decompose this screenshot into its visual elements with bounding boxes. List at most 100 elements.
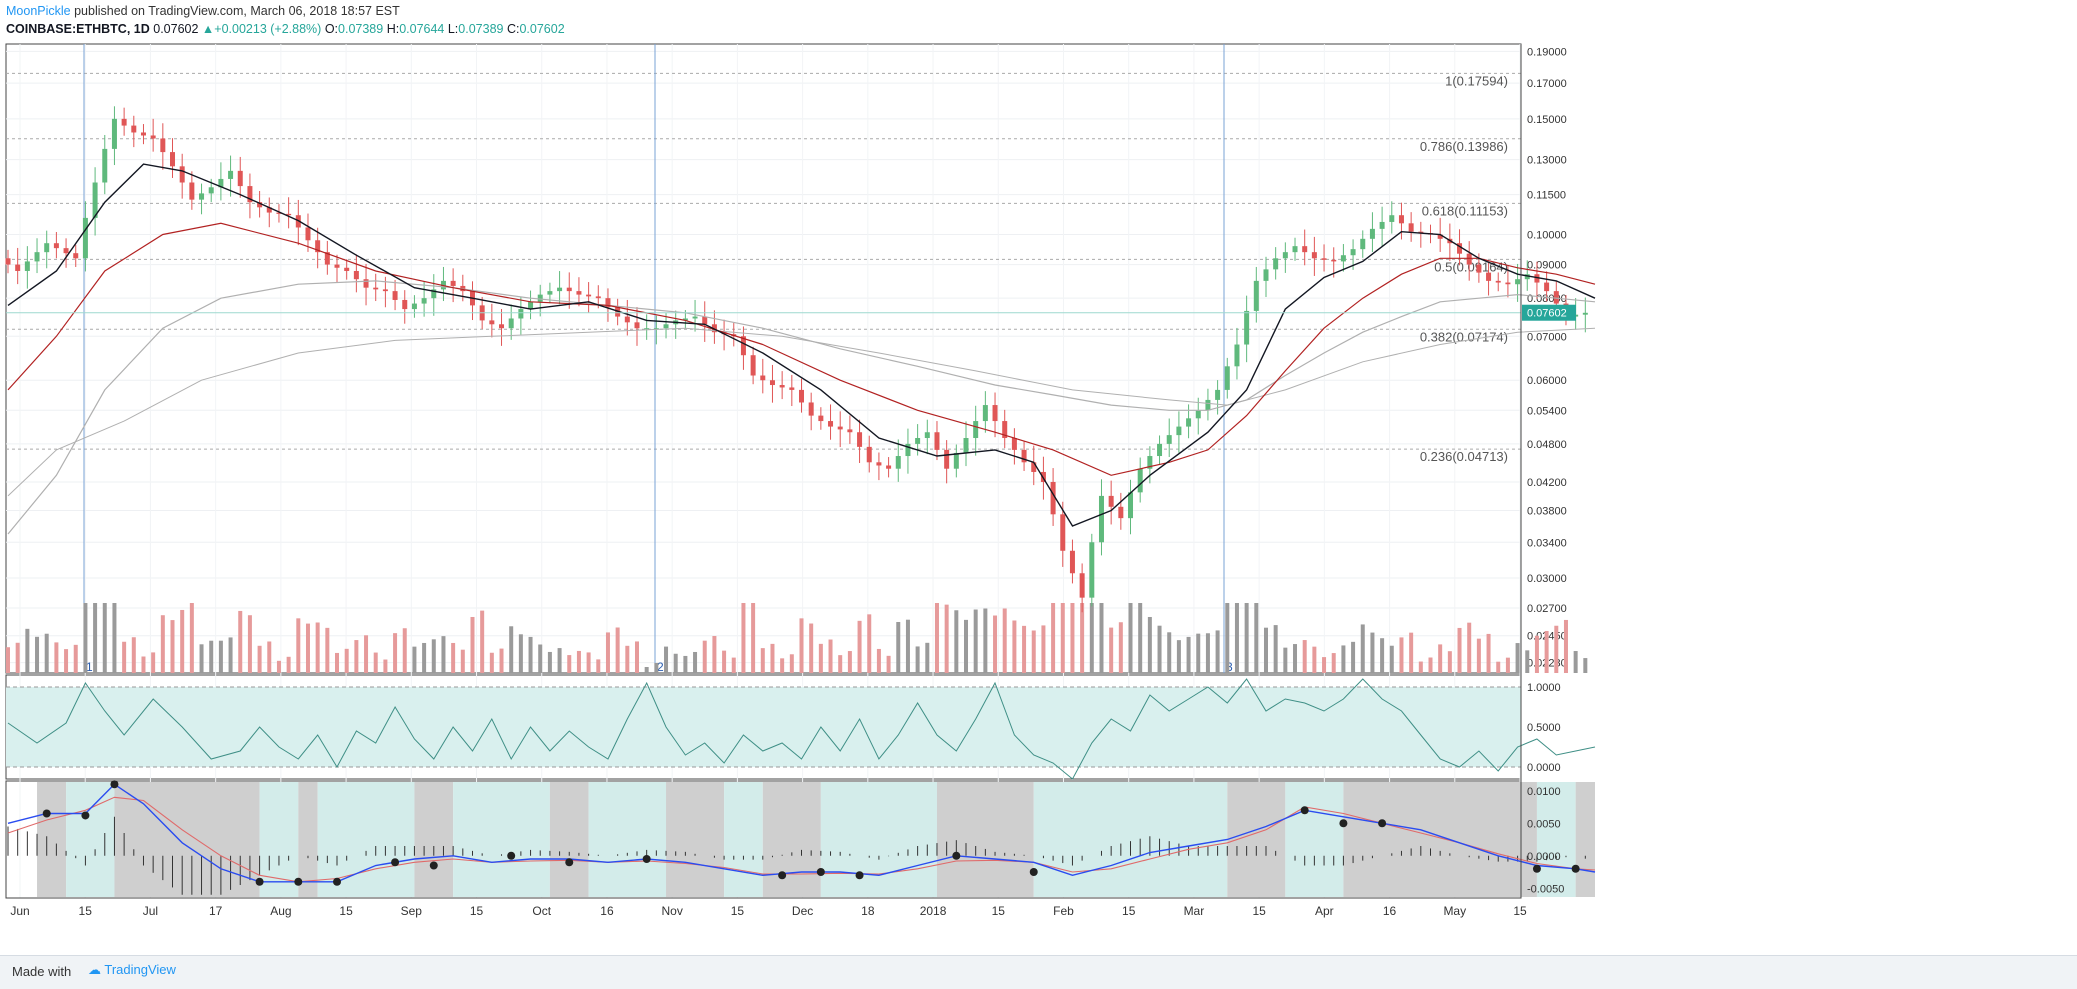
volume-bar [1409, 632, 1414, 673]
price-panel [5, 43, 1522, 674]
volume-bar [586, 652, 591, 673]
volume-bar [1196, 633, 1201, 673]
candle-body [24, 261, 30, 271]
candle-body [392, 291, 398, 300]
volume-bar [518, 634, 523, 673]
ema-100-line [7, 280, 1596, 535]
volume-bar [364, 635, 369, 673]
candle-body [557, 287, 563, 292]
price-tick-label: 0.02700 [1527, 603, 1567, 615]
macd-pivot-dot [1532, 864, 1541, 873]
candle-body [237, 170, 243, 187]
macd-shade-band [298, 782, 318, 897]
time-tick-label: 17 [209, 904, 223, 918]
volume-bar [305, 623, 310, 673]
candle-body [973, 421, 979, 439]
volume-bar [422, 642, 427, 673]
volume-bar [1573, 651, 1578, 673]
macd-shade-band [549, 782, 589, 897]
macd-pivot-dot [816, 868, 825, 876]
candle-body [63, 248, 69, 254]
volume-bar [1205, 633, 1210, 673]
time-tick-label: Sep [401, 904, 423, 918]
candle-body [876, 462, 882, 466]
candle-body [1457, 243, 1463, 254]
candle-body [702, 316, 708, 325]
macd-shade-band [1575, 782, 1595, 897]
macd-pivot-dot [294, 877, 303, 886]
volume-bar [1283, 647, 1288, 673]
candle-body [537, 294, 543, 302]
candle-body [1147, 456, 1153, 469]
volume-bar [276, 660, 281, 673]
price-tick-label: 0.04800 [1527, 439, 1567, 451]
volume-bar [151, 652, 156, 673]
volume-bar [567, 655, 572, 673]
candle-body [1292, 246, 1298, 253]
time-tick-label: 15 [731, 904, 745, 918]
candle-body [1253, 280, 1259, 311]
volume-bar [499, 648, 504, 673]
macd-pivot-dot [1339, 819, 1348, 828]
volume-bar [1389, 645, 1394, 673]
volume-bar [664, 646, 669, 673]
last-price: 0.07602 [153, 22, 199, 36]
candle-body [1466, 253, 1472, 265]
time-tick-label: Mar [1184, 904, 1205, 918]
volume-bar [1380, 638, 1385, 673]
candle-body [266, 207, 272, 213]
volume-bar [828, 639, 833, 673]
macd-pivot-dot [778, 871, 787, 880]
volume-bar [1331, 653, 1336, 673]
candle-body [1476, 264, 1482, 273]
volume-bar [538, 644, 543, 673]
candle-body [53, 243, 59, 249]
volume-bar [238, 610, 243, 673]
candle-body [450, 280, 456, 286]
macd-tick-label: 0.0100 [1527, 786, 1561, 798]
candle-body [1398, 215, 1404, 224]
volume-bar [1157, 625, 1162, 673]
fib-level-label: 0.382(0.07174) [1420, 329, 1508, 344]
volume-bar [480, 610, 485, 673]
oscillator-band-fill [6, 687, 1521, 767]
volume-bar [964, 619, 969, 673]
candle-body [1079, 573, 1085, 598]
macd-pivot-dot [333, 877, 342, 886]
macd-shade-band [762, 782, 821, 897]
candle-body [1176, 426, 1182, 436]
candle-body [150, 135, 156, 139]
volume-bar [1525, 650, 1530, 673]
macd-pivot-dot [565, 858, 574, 867]
candle-body [1534, 274, 1540, 283]
tradingview-logo[interactable]: ☁ TradingView [88, 962, 176, 978]
volume-bar [257, 645, 262, 673]
candle-body [1505, 282, 1511, 285]
chart-canvas[interactable]: 0.19000 0.17000 0.15000 0.13000 0.11500 0.100… [0, 40, 2077, 955]
macd-shade-band [414, 782, 454, 897]
volume-bar [915, 646, 920, 673]
candle-body [5, 258, 11, 265]
symbol-name[interactable]: COINBASE:ETHBTC, 1D [6, 22, 150, 36]
author-link[interactable]: MoonPickle [6, 4, 71, 18]
volume-bar [547, 651, 552, 673]
candle-body [373, 287, 379, 290]
volume-bar [1360, 624, 1365, 673]
pivot-marker-label: 2 [657, 660, 664, 674]
volume-bar [1447, 651, 1452, 673]
volume-bar [1225, 603, 1230, 673]
volume-bar [557, 648, 562, 673]
candle-body [808, 402, 814, 416]
volume-bar [973, 609, 978, 673]
time-tick-label: 15 [339, 904, 353, 918]
candle-body [199, 193, 205, 200]
candle-body [828, 421, 834, 427]
volume-bar [1128, 603, 1133, 673]
price-tick-label: 0.10000 [1527, 230, 1567, 242]
volume-bar [344, 648, 349, 673]
candle-body [1021, 449, 1027, 463]
volume-bar [383, 659, 388, 673]
candle-body [992, 405, 998, 422]
price-change: +0.00213 (+2.88%) [214, 22, 322, 36]
last-price-badge [1522, 304, 1576, 321]
